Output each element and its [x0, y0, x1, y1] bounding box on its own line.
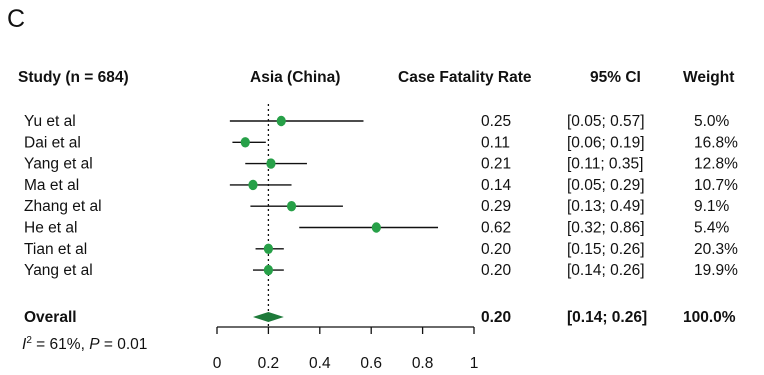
study-name: Yang et al: [24, 156, 93, 173]
ci-value: [0.32; 0.86]: [567, 220, 645, 237]
x-tick-label: 0.4: [309, 355, 331, 372]
rate-value: 0.20: [481, 241, 512, 258]
overall-weight: 100.0%: [683, 309, 736, 326]
plot-marks: 0 0.2 0.4 0.6 0.8 1: [213, 104, 479, 372]
estimate-point: [266, 158, 276, 169]
estimate-point: [240, 137, 250, 148]
estimate-point: [371, 222, 381, 233]
weight-value: 19.9%: [694, 262, 738, 279]
study-name: Yang et al: [24, 262, 93, 279]
weight-value: 5.0%: [694, 113, 730, 130]
estimate-point: [248, 179, 258, 191]
weight-value: 10.7%: [694, 177, 738, 194]
x-tick-label: 1: [470, 355, 479, 372]
heterogeneity-stat: I2 = 61%, P = 0.01: [22, 335, 147, 353]
header-study: Study (n = 684): [18, 69, 129, 86]
header-rate: Case Fatality Rate: [398, 69, 532, 86]
x-tick-label: 0.6: [360, 355, 382, 372]
ci-value: [0.05; 0.29]: [567, 177, 645, 194]
weight-value: 16.8%: [694, 134, 738, 151]
study-name: Zhang et al: [24, 198, 102, 215]
ci-value: [0.13; 0.49]: [567, 198, 645, 215]
estimate-point: [263, 264, 273, 276]
weight-value: 5.4%: [694, 220, 730, 237]
rate-value: 0.20: [481, 262, 512, 279]
ci-value: [0.06; 0.19]: [567, 134, 645, 151]
study-name: Ma et al: [24, 177, 79, 194]
header-subgroup: Asia (China): [250, 69, 340, 86]
estimate-point: [263, 243, 273, 254]
estimate-point: [286, 201, 297, 212]
rate-value: 0.25: [481, 113, 511, 130]
overall-diamond: [252, 312, 284, 322]
x-tick-label: 0.2: [258, 355, 280, 372]
overall-rate: 0.20: [481, 309, 511, 326]
rate-value: 0.21: [481, 156, 511, 173]
ci-value: [0.11; 0.35]: [567, 156, 643, 173]
ci-value: [0.05; 0.57]: [567, 113, 645, 130]
estimate-point: [276, 115, 286, 127]
weight-value: 9.1%: [694, 198, 730, 215]
study-name: Tian et al: [24, 241, 87, 258]
rate-value: 0.11: [481, 134, 510, 151]
i2-value: 61%: [50, 336, 81, 353]
rate-value: 0.62: [481, 220, 511, 237]
weight-value: 20.3%: [694, 241, 738, 258]
x-tick-label: 0: [213, 355, 222, 372]
header-weight: Weight: [683, 69, 734, 86]
study-name: Yu et al: [24, 113, 76, 130]
header-ci: 95% CI: [590, 69, 641, 86]
panel-label: C: [7, 5, 25, 33]
ci-value: [0.15; 0.26]: [567, 241, 645, 258]
x-tick-label: 0.8: [412, 355, 434, 372]
study-name: Dai et al: [24, 134, 81, 151]
overall-label: Overall: [24, 309, 77, 326]
rate-value: 0.14: [481, 177, 512, 194]
rate-value: 0.29: [481, 198, 511, 215]
p-value: 0.01: [117, 336, 147, 353]
study-name: He et al: [24, 220, 77, 237]
overall-ci: [0.14; 0.26]: [567, 309, 647, 326]
study-rows: Yu et al 0.25 [0.05; 0.57] 5.0% Dai et al 0.1…: [24, 113, 738, 326]
weight-value: 12.8%: [694, 156, 738, 173]
ci-value: [0.14; 0.26]: [567, 262, 645, 279]
